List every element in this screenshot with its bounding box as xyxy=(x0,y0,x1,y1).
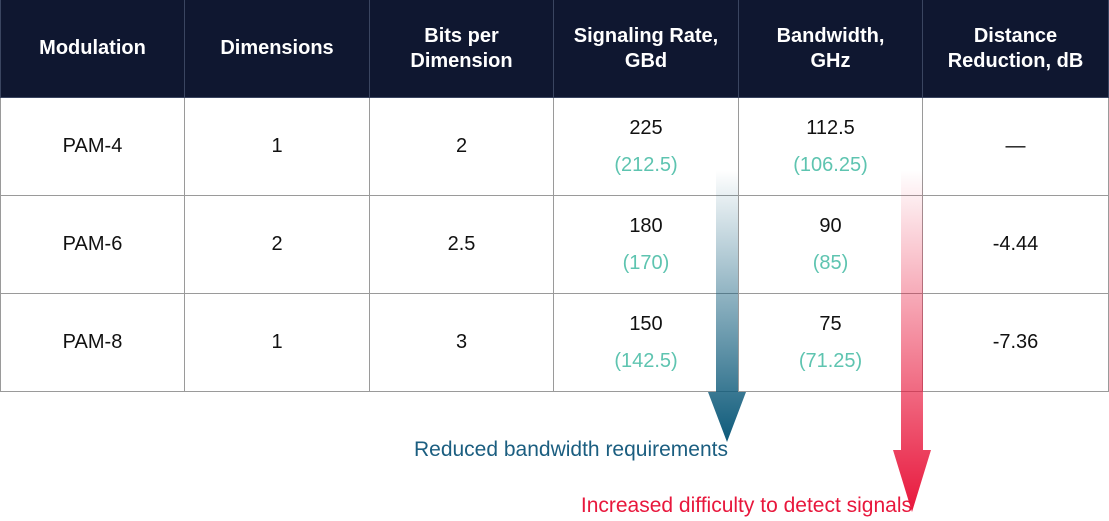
cell-subvalue: (170) xyxy=(622,251,670,274)
header-cell: Signaling Rate, GBd xyxy=(554,0,739,98)
cell-value: 2 xyxy=(271,233,283,255)
cell-value: 75 xyxy=(819,312,842,335)
table-cell: 2.5 xyxy=(370,196,554,294)
cell-value: PAM-4 xyxy=(62,135,123,157)
table-cell: 180 (170) xyxy=(554,196,739,294)
table-cell: 2 xyxy=(185,196,370,294)
header-text: Reduction, dB xyxy=(947,49,1084,72)
red-arrow xyxy=(893,170,931,512)
annotation: Reduced bandwidth requirements xyxy=(413,438,728,461)
header-text: GBd xyxy=(624,49,668,72)
table-cell: 2 xyxy=(370,98,554,196)
cell-value: 150 xyxy=(629,312,663,335)
header-cell: Dimensions xyxy=(185,0,370,98)
table: Modulation Dimensions Bits per Dimension Sig… xyxy=(0,0,1109,392)
cell-value: PAM-6 xyxy=(62,233,123,255)
annotation: Increased difficulty to detect signals xyxy=(580,494,912,517)
header-text: Distance xyxy=(973,24,1058,47)
cell-value: 1 xyxy=(271,331,283,353)
table-cell: 3 xyxy=(370,294,554,392)
cell-value: 90 xyxy=(819,214,842,237)
table-cell: PAM-8 xyxy=(0,294,185,392)
table-cell: PAM-4 xyxy=(0,98,185,196)
table-cell: 1 xyxy=(185,98,370,196)
cell-value: -7.36 xyxy=(992,331,1039,353)
cell-value: 1 xyxy=(271,135,283,157)
table-cell: 1 xyxy=(185,294,370,392)
table-cell: 150 (142.5) xyxy=(554,294,739,392)
cell-value: -4.44 xyxy=(992,233,1039,255)
cell-subvalue: (71.25) xyxy=(798,349,863,372)
header-cell: Distance Reduction, dB xyxy=(923,0,1109,98)
blue-arrow xyxy=(708,170,746,442)
cell-value: 225 xyxy=(629,116,663,139)
table-cell: PAM-6 xyxy=(0,196,185,294)
header-text: Bandwidth, xyxy=(776,24,885,47)
header-cell: Bandwidth, GHz xyxy=(739,0,923,98)
header-row: Modulation Dimensions Bits per Dimension Sig… xyxy=(0,0,1109,98)
header-text: GHz xyxy=(810,49,851,72)
header-text: Modulation xyxy=(39,37,146,59)
cell-value: 2.5 xyxy=(447,233,476,255)
header-text: Dimension xyxy=(410,49,513,72)
cell-value: 112.5 xyxy=(806,116,855,139)
table-cell: 112.5 (106.25) xyxy=(739,98,923,196)
header-text: Dimensions xyxy=(220,37,334,59)
cell-subvalue: (212.5) xyxy=(614,153,678,176)
cell-value: PAM-8 xyxy=(62,331,123,353)
cell-subvalue: (142.5) xyxy=(614,349,678,372)
table-cell: 225 (212.5) xyxy=(554,98,739,196)
table-row: PAM-8 1 3 150 (142.5) 75 (71.25) -7.36 xyxy=(0,294,1109,392)
header-cell: Modulation xyxy=(0,0,185,98)
cell-value: 180 xyxy=(629,214,663,237)
cell-subvalue: (85) xyxy=(812,251,849,274)
cell-value: 2 xyxy=(455,135,468,157)
cell-subvalue: (106.25) xyxy=(793,153,868,176)
table-row: PAM-4 1 2 225 (212.5) 112.5 (106.25) — xyxy=(0,98,1109,196)
cell-value: 3 xyxy=(455,331,468,353)
header-text: Signaling Rate, xyxy=(573,24,719,47)
cell-value: — xyxy=(1005,135,1026,157)
header-text: Bits per xyxy=(424,24,499,47)
header-cell: Bits per Dimension xyxy=(370,0,554,98)
